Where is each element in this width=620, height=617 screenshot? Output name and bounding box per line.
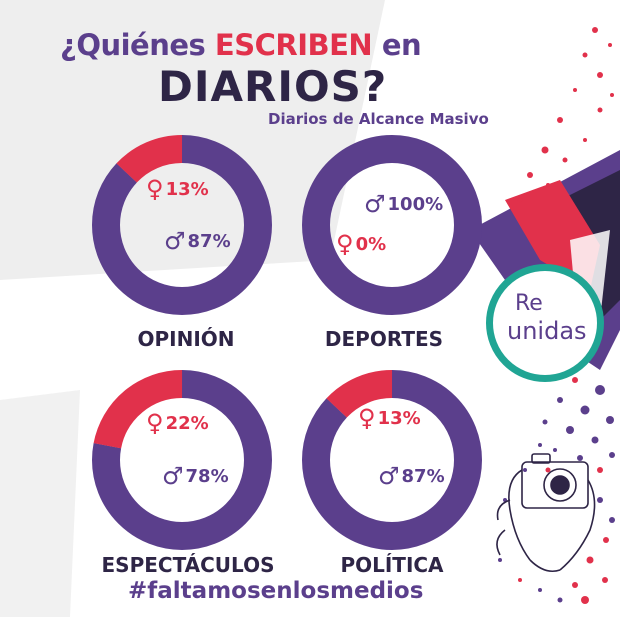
female-pct: 13% <box>165 178 209 200</box>
female-pct: 13% <box>377 407 421 429</box>
logo-text-top: Re <box>515 291 543 316</box>
donut-chart-deportes <box>302 135 482 315</box>
female-label-opinion: ♀ 13% <box>146 177 209 201</box>
female-label-politica: ♀ 13% <box>358 406 421 430</box>
female-symbol-icon: ♀ <box>358 404 376 432</box>
logo-text-bottom: unidas <box>507 317 587 345</box>
female-symbol-icon: ♀ <box>146 409 164 437</box>
category-deportes: DEPORTES <box>324 327 444 351</box>
male-symbol-icon: ♂ <box>164 227 186 255</box>
male-pct: 87% <box>401 465 445 487</box>
male-label-deportes: ♂ 100% <box>364 192 443 216</box>
title-question: ¿Quiénes <box>60 28 206 62</box>
male-pct: 78% <box>185 465 229 487</box>
category-espectaculos: ESPECTÁCULOS <box>101 553 275 577</box>
title-highlight: ESCRIBEN <box>214 28 373 62</box>
male-label-espectaculos: ♂ 78% <box>162 464 229 488</box>
male-symbol-icon: ♂ <box>378 462 400 490</box>
male-pct: 100% <box>387 193 444 215</box>
female-symbol-icon: ♀ <box>336 230 354 258</box>
reunidas-logo: Re unidas <box>486 264 604 382</box>
donut-chart-espectaculos <box>92 370 272 550</box>
donut-chart-politica <box>302 370 482 550</box>
female-symbol-icon: ♀ <box>146 175 164 203</box>
female-slice <box>92 370 272 550</box>
title-line-1: ¿Quiénes ESCRIBEN en <box>60 28 422 62</box>
male-pct: 87% <box>187 230 231 252</box>
female-slice <box>302 370 482 550</box>
title-line-2: DIARIOS? <box>158 62 388 111</box>
camera-hand-illustration <box>496 453 596 573</box>
subtitle: Diarios de Alcance Masivo <box>268 110 489 128</box>
male-slice <box>302 135 482 315</box>
female-label-deportes: ♀ 0% <box>336 232 386 256</box>
male-symbol-icon: ♂ <box>364 190 386 218</box>
female-slice <box>92 135 272 315</box>
female-pct: 22% <box>165 412 209 434</box>
female-pct: 0% <box>355 233 387 255</box>
donut-chart-opinion <box>92 135 272 315</box>
male-label-opinion: ♂ 87% <box>164 229 231 253</box>
title-connector: en <box>381 28 422 62</box>
female-label-espectaculos: ♀ 22% <box>146 411 209 435</box>
category-opinion: OPINIÓN <box>137 327 235 351</box>
hashtag: #faltamosenlosmedios <box>128 578 424 604</box>
male-symbol-icon: ♂ <box>162 462 184 490</box>
category-politica: POLÍTICA <box>340 553 444 577</box>
male-label-politica: ♂ 87% <box>378 464 445 488</box>
